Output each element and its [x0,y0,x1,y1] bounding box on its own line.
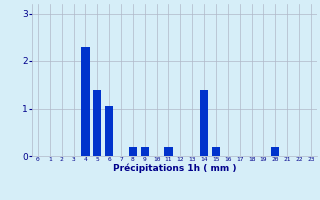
Bar [81,47,90,156]
Bar [140,146,149,156]
Bar [164,146,172,156]
Bar [271,146,279,156]
Bar [93,90,101,156]
Bar [200,90,208,156]
Bar [212,146,220,156]
Bar [105,106,113,156]
X-axis label: Précipitations 1h ( mm ): Précipitations 1h ( mm ) [113,163,236,173]
Bar [129,146,137,156]
